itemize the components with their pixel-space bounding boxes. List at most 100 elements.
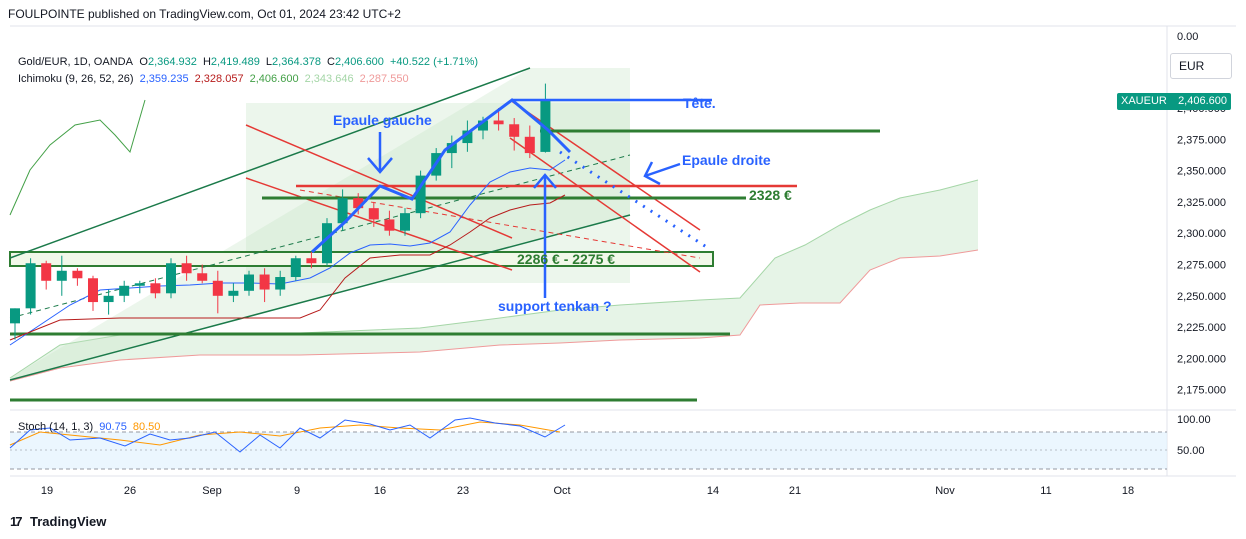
ichimoku-base-value: 2,328.057 (194, 73, 244, 85)
candle-body (337, 198, 348, 224)
candle-body (88, 278, 98, 303)
zone-2286-2275 (9, 251, 714, 267)
candle-body (322, 223, 332, 264)
candle-body (478, 120, 488, 131)
price-tick-label: 0.00 (1177, 31, 1198, 43)
time-tick-label: 14 (707, 485, 719, 497)
candle (322, 218, 332, 266)
candle (275, 270, 286, 296)
time-tick-label: 21 (789, 485, 801, 497)
low-value: 2,364.378 (272, 56, 321, 68)
ichimoku-base-line (9, 194, 566, 341)
candle-body (10, 308, 20, 324)
candle (306, 251, 317, 269)
stoch-d-value: 80.50 (132, 421, 161, 433)
candle-body (119, 285, 130, 296)
ichimoku-lead1-value: 2,343.646 (304, 73, 354, 85)
candle-body (41, 263, 52, 281)
channel-lower-line (9, 214, 631, 381)
annotation-right-shoulder: Epaule droite (682, 152, 771, 168)
candle-body (462, 130, 473, 144)
channel-upper-line (9, 67, 531, 259)
currency-selector[interactable]: EUR (1170, 53, 1232, 79)
time-tick-label: 19 (41, 485, 53, 497)
stoch-d-line (9, 421, 561, 446)
stoch-legend: Stoch (14, 1, 3) 90.75 80.50 (18, 421, 160, 433)
time-tick-label: 11 (1040, 485, 1051, 497)
candle (290, 255, 301, 281)
price-tick-label: 2,275.000 (1177, 260, 1226, 272)
candle-body (540, 99, 551, 152)
candle-body (72, 270, 83, 279)
ichimoku-lead2-line (9, 249, 979, 382)
candle (259, 268, 270, 303)
time-tick-label: 18 (1122, 485, 1134, 497)
candle (415, 170, 426, 219)
price-tag-symbol: XAUEUR (1121, 95, 1167, 107)
time-tick-label: Sep (202, 485, 222, 497)
symbol-legend: Gold/EUR, 1D, OANDA O2,364.932 H2,419.48… (18, 56, 478, 68)
stoch-level-50: 50.00 (1177, 445, 1205, 457)
candle-body (384, 219, 395, 231)
candle (88, 275, 98, 311)
candle-body (509, 124, 520, 137)
candle-body (212, 280, 223, 296)
candle (524, 125, 535, 159)
price-tick-label: 2,350.000 (1177, 166, 1226, 178)
candle (56, 255, 67, 296)
candle (446, 135, 457, 169)
open-label: O (139, 56, 148, 68)
annotation-2328: 2328 € (749, 187, 792, 203)
tradingview-brand: TradingView (30, 514, 107, 529)
red-desc-line-2 (245, 177, 513, 271)
time-tick-label: 26 (124, 485, 136, 497)
time-tick-label: 9 (294, 485, 300, 497)
stoch-k-value: 90.75 (99, 421, 127, 433)
candle-body (56, 270, 67, 281)
candle-body (446, 143, 457, 154)
candle-body (400, 213, 410, 231)
ichimoku-lagging-value: 2,406.600 (249, 73, 299, 85)
annotation-support: support tenkan ? (498, 298, 612, 314)
price-tick-label: 2,200.000 (1177, 353, 1226, 365)
price-tick-label: 2,325.000 (1177, 197, 1226, 209)
candle (166, 258, 176, 299)
time-tick-label: Nov (935, 485, 955, 497)
ichimoku-label: Ichimoku (9, 26, 52, 26) (18, 73, 134, 85)
tradingview-logo[interactable]: 17 TradingView (10, 514, 106, 529)
candle-body (493, 120, 504, 125)
ichimoku-conversion-value: 2,359.235 (139, 73, 189, 85)
ichimoku-lagging-line (9, 99, 146, 216)
red-desc-line-4 (509, 137, 701, 273)
price-tick-label: 2,300.000 (1177, 228, 1226, 240)
candle (197, 264, 208, 284)
candle (540, 83, 551, 153)
candle-body (290, 258, 301, 278)
ichimoku-cloud (10, 180, 978, 381)
candle-body (103, 295, 114, 303)
channel-mid-line (9, 154, 631, 319)
time-tick-label: 23 (457, 485, 469, 497)
time-tick-label: 16 (374, 485, 386, 497)
candle (41, 260, 52, 290)
last-price-tag: XAUEUR 2,406.600 (1117, 93, 1231, 110)
candle-body (166, 263, 176, 294)
red-desc-line-1 (245, 124, 513, 239)
arrow-support (533, 173, 557, 298)
candle (10, 308, 20, 340)
candle-body (197, 273, 208, 281)
open-value: 2,364.932 (147, 56, 197, 68)
candle (384, 210, 395, 236)
candle-body (368, 208, 379, 220)
price-axis[interactable]: 0.002,400.0002,375.0002,350.0002,325.000… (1177, 31, 1226, 397)
time-axis[interactable]: 19 26 Sep 9 16 23 Oct 14 21 Nov 11 18 (41, 485, 1134, 497)
candle (25, 258, 36, 315)
annotation-zone: 2286 € - 2275 € (517, 251, 615, 267)
candle (72, 268, 83, 286)
stoch-level-100: 100.00 (1177, 414, 1211, 426)
candle-body (259, 274, 270, 290)
candle-body (415, 175, 426, 214)
low-label: L (265, 56, 273, 68)
candle-body (150, 283, 161, 294)
